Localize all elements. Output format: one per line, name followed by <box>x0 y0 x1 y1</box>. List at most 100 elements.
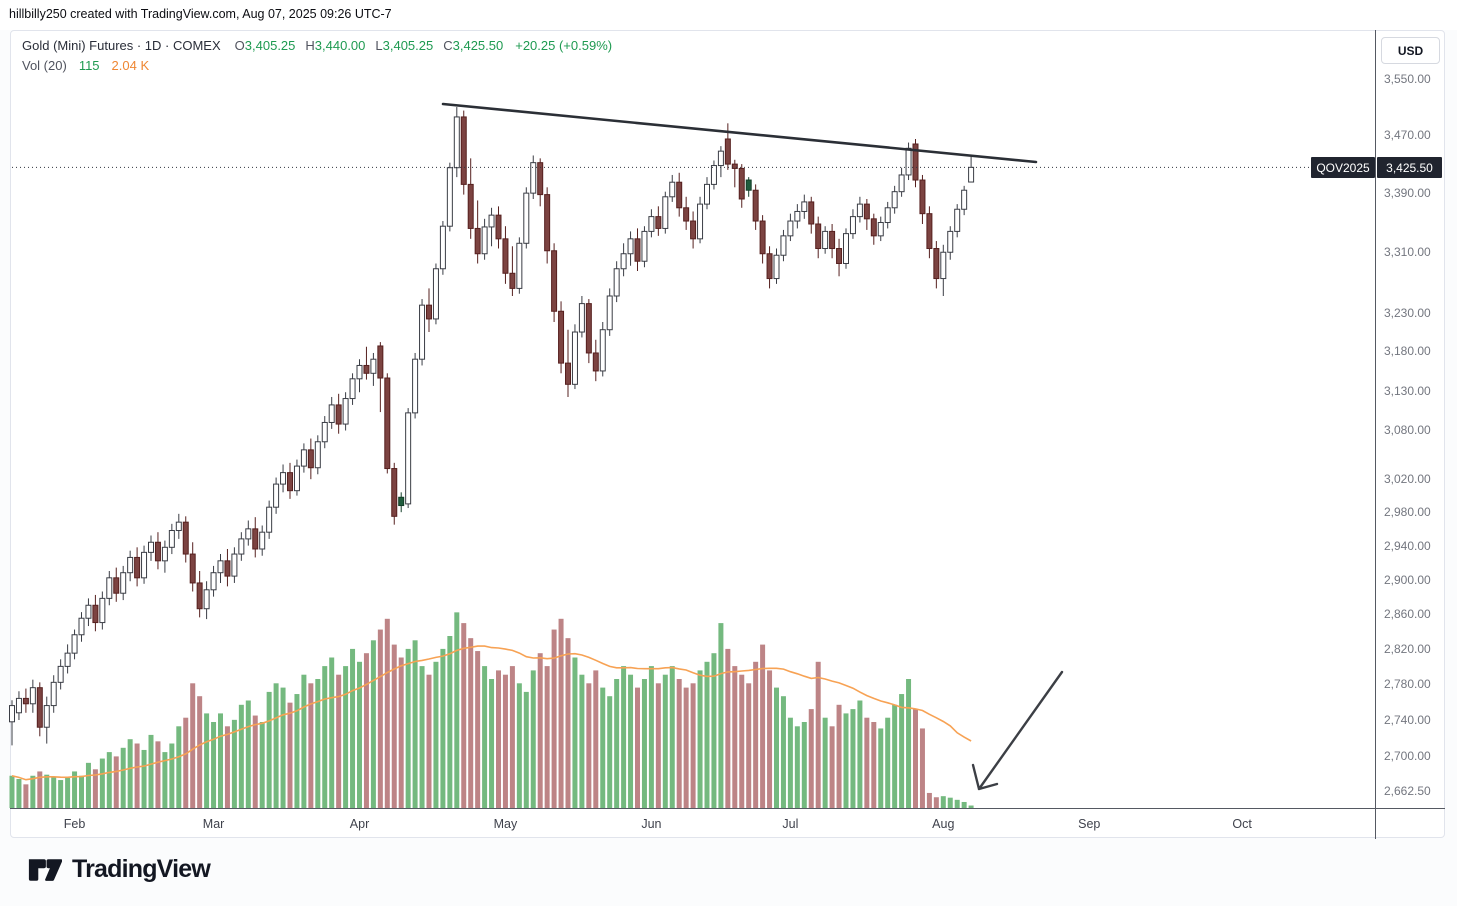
volume-bar <box>134 743 140 808</box>
volume-bar <box>857 700 863 808</box>
attribution-strip <box>0 0 1457 30</box>
volume-bar <box>363 653 369 808</box>
candle-body <box>307 449 314 469</box>
volume-bar <box>238 704 244 808</box>
candle-body <box>488 214 495 228</box>
candle-body <box>558 310 565 364</box>
volume-bar <box>398 657 404 808</box>
candle-body <box>203 589 210 610</box>
candle-body <box>947 230 954 253</box>
volume-bar <box>551 629 557 808</box>
volume-bar <box>231 719 237 808</box>
volume-bar <box>419 666 425 808</box>
volume-bar <box>746 683 752 808</box>
volume-bar <box>968 805 974 808</box>
volume-bar <box>815 661 821 808</box>
candle-body <box>856 203 863 218</box>
candle-body <box>412 358 419 414</box>
volume-bar <box>433 661 439 808</box>
candle-body <box>870 218 877 237</box>
candle-body <box>690 220 697 240</box>
candle-body <box>516 242 523 289</box>
currency-button[interactable]: USD <box>1381 37 1440 64</box>
candle-body <box>363 364 370 374</box>
volume-bar <box>871 722 877 808</box>
candle-body <box>884 207 891 224</box>
candle-body <box>599 329 606 372</box>
candle-body <box>36 687 43 728</box>
candle-body <box>57 665 64 683</box>
volume-bar <box>176 726 182 808</box>
candle-body <box>92 604 99 624</box>
candle-body <box>446 167 453 227</box>
volume-bar <box>412 640 418 808</box>
volume-bar <box>294 694 300 808</box>
candle-body <box>439 225 446 270</box>
volume-bar <box>405 648 411 808</box>
volume-bar <box>940 796 946 808</box>
candle-body <box>252 528 259 550</box>
volume-bar <box>44 774 50 808</box>
volume-bar <box>141 749 147 808</box>
volume-bar <box>447 636 453 808</box>
symbol-legend[interactable]: Gold (Mini) Futures · 1D · COMEX O3,405.2… <box>22 38 612 53</box>
volume-bar <box>58 780 64 808</box>
candle-body <box>794 210 801 222</box>
arrow-annotation <box>971 670 1064 791</box>
volume-bar <box>113 756 119 808</box>
candle-body <box>704 183 710 205</box>
volume-bar <box>767 670 773 808</box>
candle-body <box>245 528 252 540</box>
volume-bar <box>92 769 98 808</box>
candle-body <box>328 404 335 423</box>
candle-body <box>509 272 516 289</box>
candle-body <box>50 681 57 707</box>
volume-bar <box>204 713 210 808</box>
candle-body <box>592 352 599 372</box>
volume-bar <box>426 674 432 808</box>
candle-body <box>801 201 808 212</box>
candle-body <box>537 162 544 196</box>
candle-body <box>335 404 342 425</box>
trendline <box>441 102 1038 164</box>
volume-bar <box>370 640 376 808</box>
volume-bar <box>572 657 578 808</box>
candle-body <box>266 506 273 533</box>
candle-body <box>606 295 613 331</box>
volume-bar <box>454 612 460 808</box>
volume-bar <box>308 683 314 808</box>
low-value: L3,405.25 <box>375 38 434 53</box>
candle-body <box>217 560 224 574</box>
volume-bar <box>127 739 133 808</box>
candle-body <box>724 138 731 165</box>
volume-bar <box>169 743 175 808</box>
volume-bar <box>878 728 884 808</box>
close-value: C3,425.50 <box>443 38 504 53</box>
candle-body <box>571 331 578 385</box>
candle-body <box>419 304 426 360</box>
volume-bar <box>641 679 647 808</box>
candle-body <box>641 230 648 262</box>
candle-body <box>940 251 947 280</box>
volume-bar <box>190 683 196 808</box>
volume-bar <box>704 661 710 808</box>
volume-bar <box>544 666 550 808</box>
volume-bar <box>739 674 745 808</box>
volume-bar <box>593 670 599 808</box>
candle-body <box>113 577 120 594</box>
volume-bar <box>322 666 328 808</box>
volume-bar <box>614 679 620 808</box>
candle-body <box>731 163 738 169</box>
volume-legend[interactable]: Vol (20) 115 2.04 K <box>22 58 149 73</box>
candle-body <box>683 207 690 222</box>
candle-body <box>141 551 148 579</box>
volume-bar <box>836 704 842 808</box>
candle-body <box>502 238 509 274</box>
volume-bar <box>919 728 925 808</box>
volume-bar <box>648 666 654 808</box>
tradingview-logo[interactable]: TradingView <box>28 855 211 884</box>
volume-bar <box>211 722 217 808</box>
volume-bar <box>23 784 29 808</box>
volume-bar <box>343 666 349 808</box>
